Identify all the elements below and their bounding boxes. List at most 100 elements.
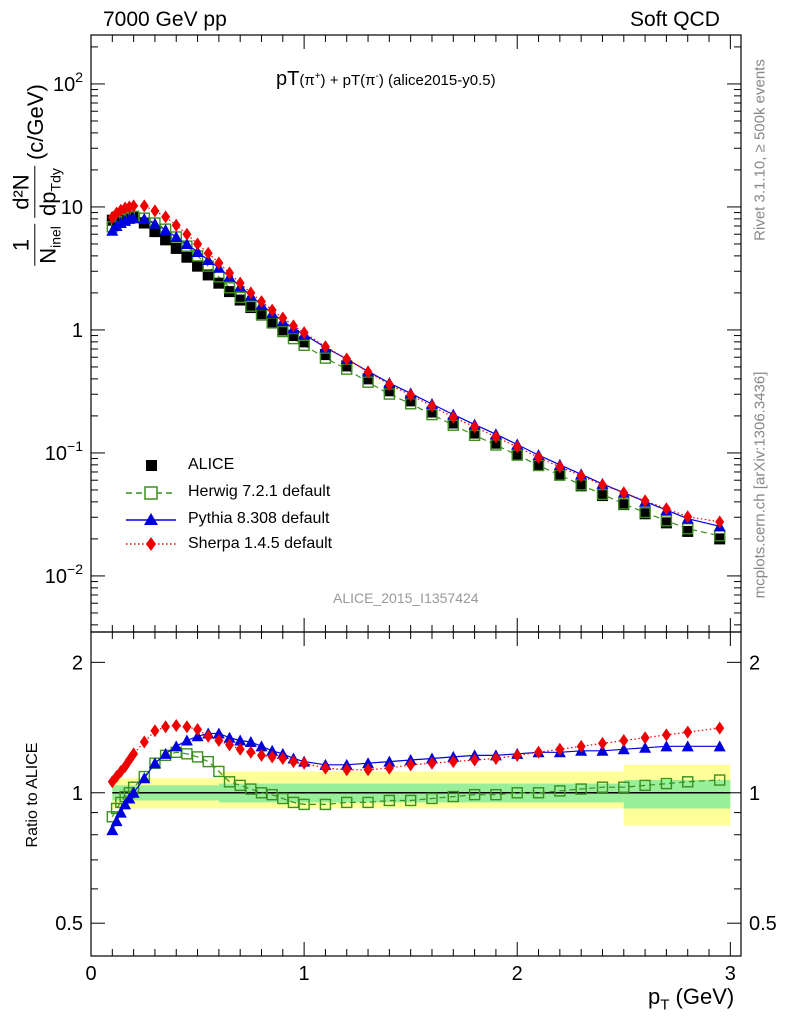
ratio-ytick-label-right: 0.5 [749, 913, 777, 935]
legend-herwig-label: Herwig 7.2.1 default [188, 483, 331, 500]
ratio-point-sherpa [182, 720, 192, 734]
main-point-herwig [287, 332, 300, 345]
main-point-herwig [319, 352, 332, 364]
ratio-point-herwig [341, 796, 353, 809]
main-point-herwig [191, 250, 204, 262]
main-point-pythia [180, 237, 193, 249]
ratio-point-pythia [298, 755, 311, 767]
main-ytick-label: 1 [72, 320, 83, 342]
ratio-point-sherpa [619, 734, 629, 748]
ratio-point-pythia [234, 734, 247, 746]
ratio-point-herwig [362, 796, 374, 809]
stat-band-0 [112, 785, 219, 801]
ratio-point-sherpa [555, 742, 565, 756]
main-point-pythia [119, 214, 132, 226]
ratio-point-herwig [119, 790, 131, 803]
ratio-point-herwig [115, 796, 127, 809]
ratio-point-pythia [617, 743, 630, 755]
ratio-point-herwig [713, 774, 726, 786]
ratio-point-pythia [170, 740, 183, 752]
ratio-point-herwig [138, 770, 150, 783]
ratio-point-pythia [287, 752, 300, 764]
legend-pythia-label: Pythia 8.308 default [188, 510, 330, 527]
main-point-pythia [123, 212, 136, 224]
main-point-herwig [575, 479, 587, 491]
main-point-sherpa [576, 469, 586, 483]
ratio-point-herwig [106, 811, 119, 823]
ratio-point-sherpa [640, 731, 650, 745]
ratio-point-herwig [490, 788, 502, 801]
main-point-herwig [127, 210, 140, 222]
main-point-herwig [404, 398, 417, 410]
main-point-sherpa [107, 211, 117, 225]
main-point-sherpa [129, 199, 139, 213]
main-point-alice [213, 277, 225, 289]
ratio-point-herwig [127, 781, 140, 793]
ratio-point-sherpa [342, 763, 352, 777]
ratio-ylabel: Ratio to ALICE [24, 742, 41, 848]
ratio-point-pythia [362, 757, 375, 769]
ratio-point-sherpa [715, 721, 725, 735]
main-point-pythia [202, 254, 215, 266]
ratio-point-sherpa [256, 748, 266, 762]
ratio-line-sherpa [111, 724, 720, 783]
main-point-alice [277, 324, 289, 336]
main-point-alice [362, 373, 374, 385]
ratio-xtick-label: 1 [299, 963, 310, 985]
main-point-pythia [468, 418, 481, 430]
ratio-ytick-label-right: 1 [749, 783, 760, 805]
main-point-alice [111, 212, 123, 224]
main-point-alice [160, 234, 172, 246]
ratio-point-pythia [114, 806, 127, 818]
main-point-pythia [276, 315, 289, 327]
ratio-point-sherpa [278, 751, 288, 765]
main-point-sherpa [214, 256, 224, 270]
main-point-alice [447, 417, 459, 429]
ratio-xtick-label: 2 [512, 963, 523, 985]
main-point-alice [119, 211, 131, 223]
ratio-point-pythia [223, 731, 236, 743]
main-point-pythia [575, 468, 588, 480]
ratio-point-herwig [426, 792, 438, 805]
main-point-alice [234, 294, 246, 306]
main-point-pythia [255, 298, 268, 310]
ratio-point-sherpa [406, 758, 416, 772]
main-point-alice [426, 406, 438, 418]
main-point-herwig [341, 363, 353, 375]
main-point-sherpa [193, 237, 203, 251]
main-ytick-label: 10−1 [45, 438, 83, 465]
ratio-point-sherpa [129, 747, 139, 761]
main-point-alice [383, 385, 395, 397]
main-point-herwig [255, 309, 268, 321]
ratio-point-pythia [148, 757, 161, 769]
ratio-point-sherpa [235, 742, 245, 756]
main-point-herwig [234, 291, 246, 304]
ratio-point-pythia [713, 740, 726, 752]
main-point-herwig [223, 282, 236, 294]
main-point-sherpa [182, 227, 192, 241]
rivet-label: Rivet 3.1.10, ≥ 500k events [751, 59, 769, 241]
main-point-sherpa [225, 266, 235, 280]
main-point-pythia [127, 212, 140, 224]
ratio-point-sherpa [534, 745, 544, 759]
main-point-alice [660, 517, 672, 529]
ratio-point-herwig [404, 794, 417, 807]
main-point-herwig [298, 339, 310, 352]
main-point-herwig [447, 419, 459, 431]
ratio-point-sherpa [171, 718, 181, 732]
main-point-alice [245, 302, 257, 314]
main-point-pythia [148, 217, 161, 229]
main-point-alice [202, 269, 214, 281]
main-point-alice [138, 217, 150, 229]
ratio-point-sherpa [363, 763, 373, 777]
main-point-pythia [110, 219, 123, 231]
main-point-pythia [681, 512, 694, 524]
ratio-point-pythia [138, 772, 151, 784]
main-point-alice [682, 525, 694, 537]
ratio-point-herwig [245, 783, 257, 795]
ratio-point-herwig [447, 790, 459, 803]
header-left: 7000 GeV pp [103, 8, 227, 31]
main-point-herwig [115, 213, 127, 226]
main-point-sherpa [406, 388, 416, 402]
main-point-herwig [596, 488, 609, 501]
